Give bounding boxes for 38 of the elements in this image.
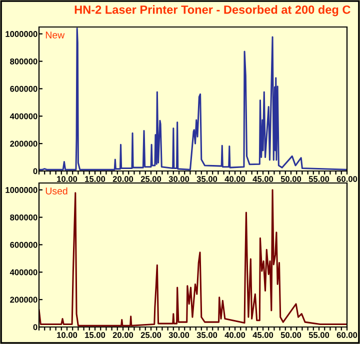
x-tick-label: 30.00 <box>168 332 190 338</box>
x-tick-label: 20.00 <box>112 176 134 182</box>
x-tick-label: 45.00 <box>252 332 274 338</box>
y-tick-label: 400000 <box>10 113 38 120</box>
x-tick-label: 10.00 <box>57 176 78 182</box>
x-tick-label: 60.00 <box>336 332 358 338</box>
x-tick-label: 15.00 <box>85 176 106 182</box>
x-tick-label: 35.00 <box>196 332 218 338</box>
chart-subtitle: Used <box>46 187 68 194</box>
y-tick-label: 600000 <box>10 242 38 248</box>
y-tick-label: 600000 <box>10 86 38 92</box>
x-tick-label: 35.00 <box>196 176 218 182</box>
chart-subtitle: New <box>46 32 65 38</box>
y-tick-label: 0 <box>33 168 38 174</box>
y-tick-label: 200000 <box>10 140 38 147</box>
chart-title: HN-2 Laser Printer Toner - Desorbed at 200 deg C <box>74 5 350 16</box>
x-tick-label: 60.00 <box>336 176 358 182</box>
x-tick-label: 20.00 <box>112 332 134 338</box>
line-series <box>39 28 347 170</box>
x-tick-label: 25.00 <box>140 176 162 182</box>
x-tick-label: 45.00 <box>252 176 274 182</box>
y-tick-label: 1000000 <box>6 187 38 193</box>
x-tick-label: 40.00 <box>224 176 246 182</box>
y-tick-label: 200000 <box>10 296 38 303</box>
y-tick-label: 1000000 <box>6 31 38 37</box>
x-tick-label: 15.00 <box>85 332 106 338</box>
x-tick-label: 10.00 <box>57 332 78 338</box>
x-tick-label: 30.00 <box>168 176 190 182</box>
x-tick-label: 55.00 <box>308 176 330 182</box>
x-tick-label: 55.00 <box>308 332 330 338</box>
x-tick-label: 40.00 <box>224 332 246 338</box>
y-tick-label: 800000 <box>10 58 38 64</box>
y-tick-label: 0 <box>33 324 38 330</box>
y-tick-label: 800000 <box>10 214 38 220</box>
y-tick-label: 400000 <box>10 269 38 276</box>
x-tick-label: 50.00 <box>280 176 302 182</box>
x-tick-label: 25.00 <box>140 332 162 338</box>
x-tick-label: 50.00 <box>280 332 302 338</box>
